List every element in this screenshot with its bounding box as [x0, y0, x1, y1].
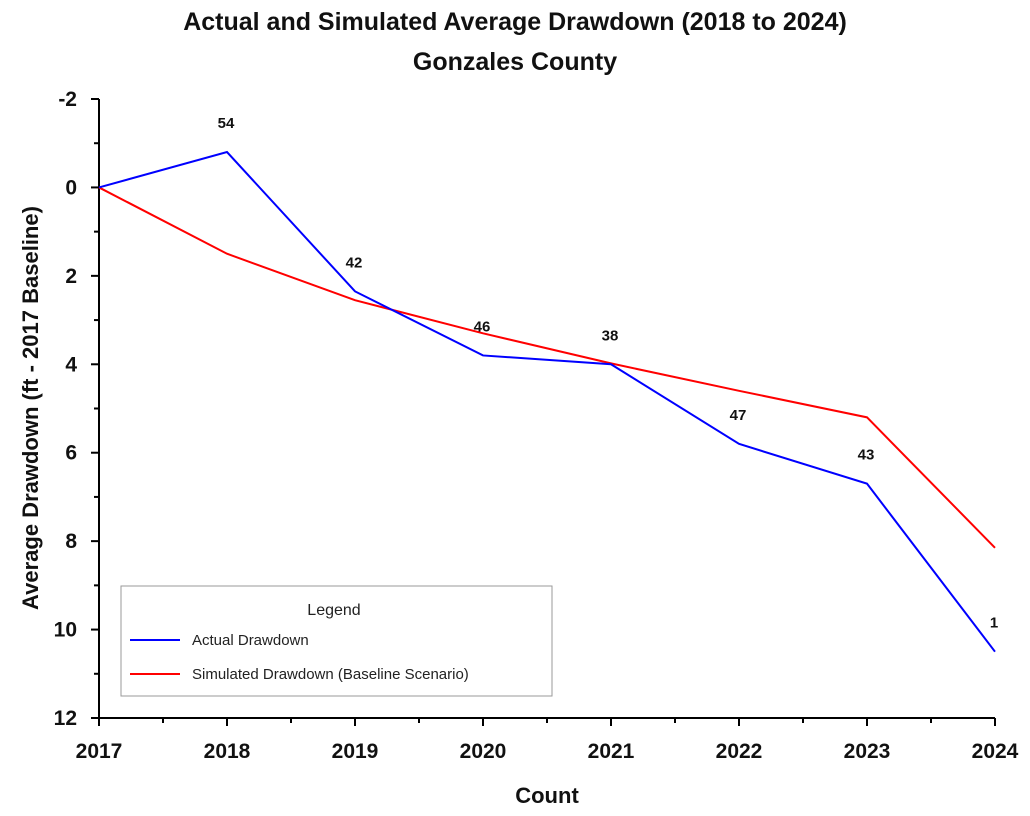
count-annotations: 54 42 46 38 47 43 1	[218, 115, 999, 632]
count-annotation: 38	[602, 327, 619, 344]
y-tick-label: 2	[65, 265, 77, 288]
y-tick-label: 6	[65, 442, 77, 465]
legend-label-actual: Actual Drawdown	[192, 632, 309, 649]
count-annotation: 46	[474, 318, 491, 335]
count-annotation: 43	[858, 447, 875, 464]
count-annotation: 47	[730, 407, 747, 424]
actual-drawdown-line	[98, 150, 996, 653]
x-tick-label: 2019	[332, 740, 379, 763]
x-tick-label: 2018	[204, 740, 251, 763]
y-tick-label: 4	[65, 353, 77, 376]
simulated-drawdown-line	[98, 186, 996, 549]
x-tick-label: 2020	[460, 740, 507, 763]
x-axis-title: Count	[515, 783, 579, 808]
legend-items: Actual Drawdown Simulated Drawdown (Basel…	[130, 632, 469, 683]
legend-box	[120, 585, 553, 697]
chart-title: Actual and Simulated Average Drawdown (2…	[183, 8, 847, 36]
count-annotation: 54	[218, 115, 235, 132]
y-tick-label: 12	[54, 707, 77, 730]
chart-subtitle: Gonzales County	[413, 48, 617, 76]
x-tick-label: 2022	[716, 740, 763, 763]
x-tick-label: 2023	[844, 740, 891, 763]
legend-label-simulated: Simulated Drawdown (Baseline Scenario)	[192, 666, 469, 683]
count-annotation: 42	[346, 254, 363, 271]
legend-title: Legend	[307, 602, 360, 619]
y-tick-label: -2	[58, 88, 77, 111]
x-tick-label: 2021	[588, 740, 635, 763]
y-tick-label: 10	[54, 619, 77, 642]
x-tick-label: 2017	[76, 740, 123, 763]
y-tick-label: 8	[65, 530, 77, 553]
count-annotation: 1	[990, 615, 998, 632]
x-tick-label: 2024	[972, 740, 1019, 763]
y-axis-title: Average Drawdown (ft - 2017 Baseline)	[18, 206, 43, 610]
series-lines	[98, 150, 996, 653]
y-tick-label: 0	[65, 176, 77, 199]
legend: Legend Actual Drawdown Simulated Drawdown…	[120, 585, 553, 697]
